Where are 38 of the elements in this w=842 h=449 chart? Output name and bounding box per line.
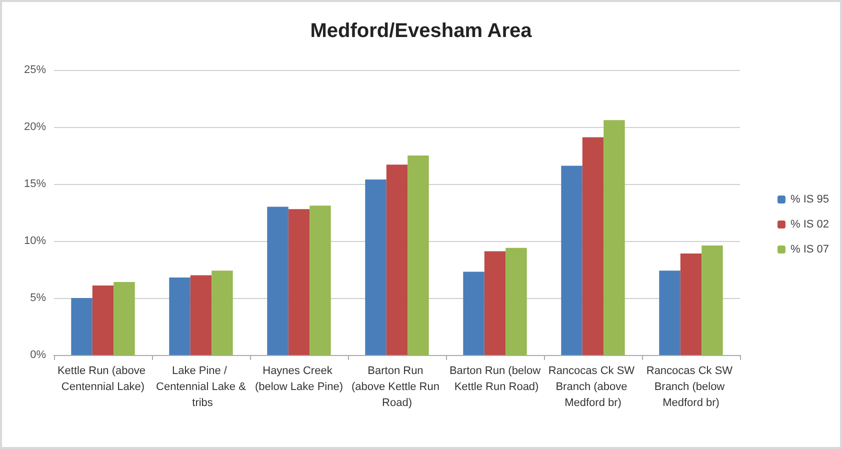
x-tick-label: Lake Pine / Centennial Lake & tribs	[156, 365, 247, 409]
y-tick-label: 0%	[30, 349, 46, 361]
bar	[680, 254, 702, 355]
bar	[484, 251, 506, 355]
x-tick-label: Rancocas Ck SW Branch (below Medford br)	[646, 365, 736, 409]
bar	[582, 137, 604, 355]
bar	[702, 246, 723, 355]
x-tick-label: Barton Run (above Kettle Run Road)	[351, 365, 443, 409]
bar	[506, 248, 527, 355]
y-tick-label: 25%	[24, 64, 46, 76]
legend-label: % IS 95	[790, 194, 830, 206]
bar	[561, 166, 582, 355]
bar	[71, 298, 92, 355]
bar	[604, 120, 625, 355]
y-tick-label: 20%	[24, 121, 46, 133]
y-tick-label: 10%	[24, 235, 46, 247]
bar	[463, 272, 484, 355]
bar	[386, 164, 408, 355]
x-tick-label: Rancocas Ck SW Branch (above Medford br)	[548, 365, 638, 409]
bar	[169, 277, 190, 355]
x-tick-label: Barton Run (below Kettle Run Road)	[449, 365, 541, 393]
bar	[659, 270, 680, 355]
legend-label: % IS 02	[790, 218, 830, 230]
bar	[267, 206, 288, 355]
y-tick-label: 15%	[24, 178, 46, 190]
x-tick-label: Kettle Run (above Centennial Lake)	[57, 365, 149, 393]
bar	[190, 275, 212, 355]
bar	[288, 209, 310, 355]
bar	[92, 285, 114, 355]
bar	[212, 270, 233, 355]
legend-label: % IS 07	[790, 244, 830, 256]
x-tick-label: Haynes Creek (below Lake Pine)	[254, 365, 344, 393]
bar	[365, 179, 386, 355]
y-tick-label: 5%	[30, 292, 46, 304]
chart-title: Medford/Evesham Area	[310, 20, 533, 42]
bar	[310, 206, 331, 355]
bar	[408, 156, 429, 355]
bar	[114, 282, 135, 355]
